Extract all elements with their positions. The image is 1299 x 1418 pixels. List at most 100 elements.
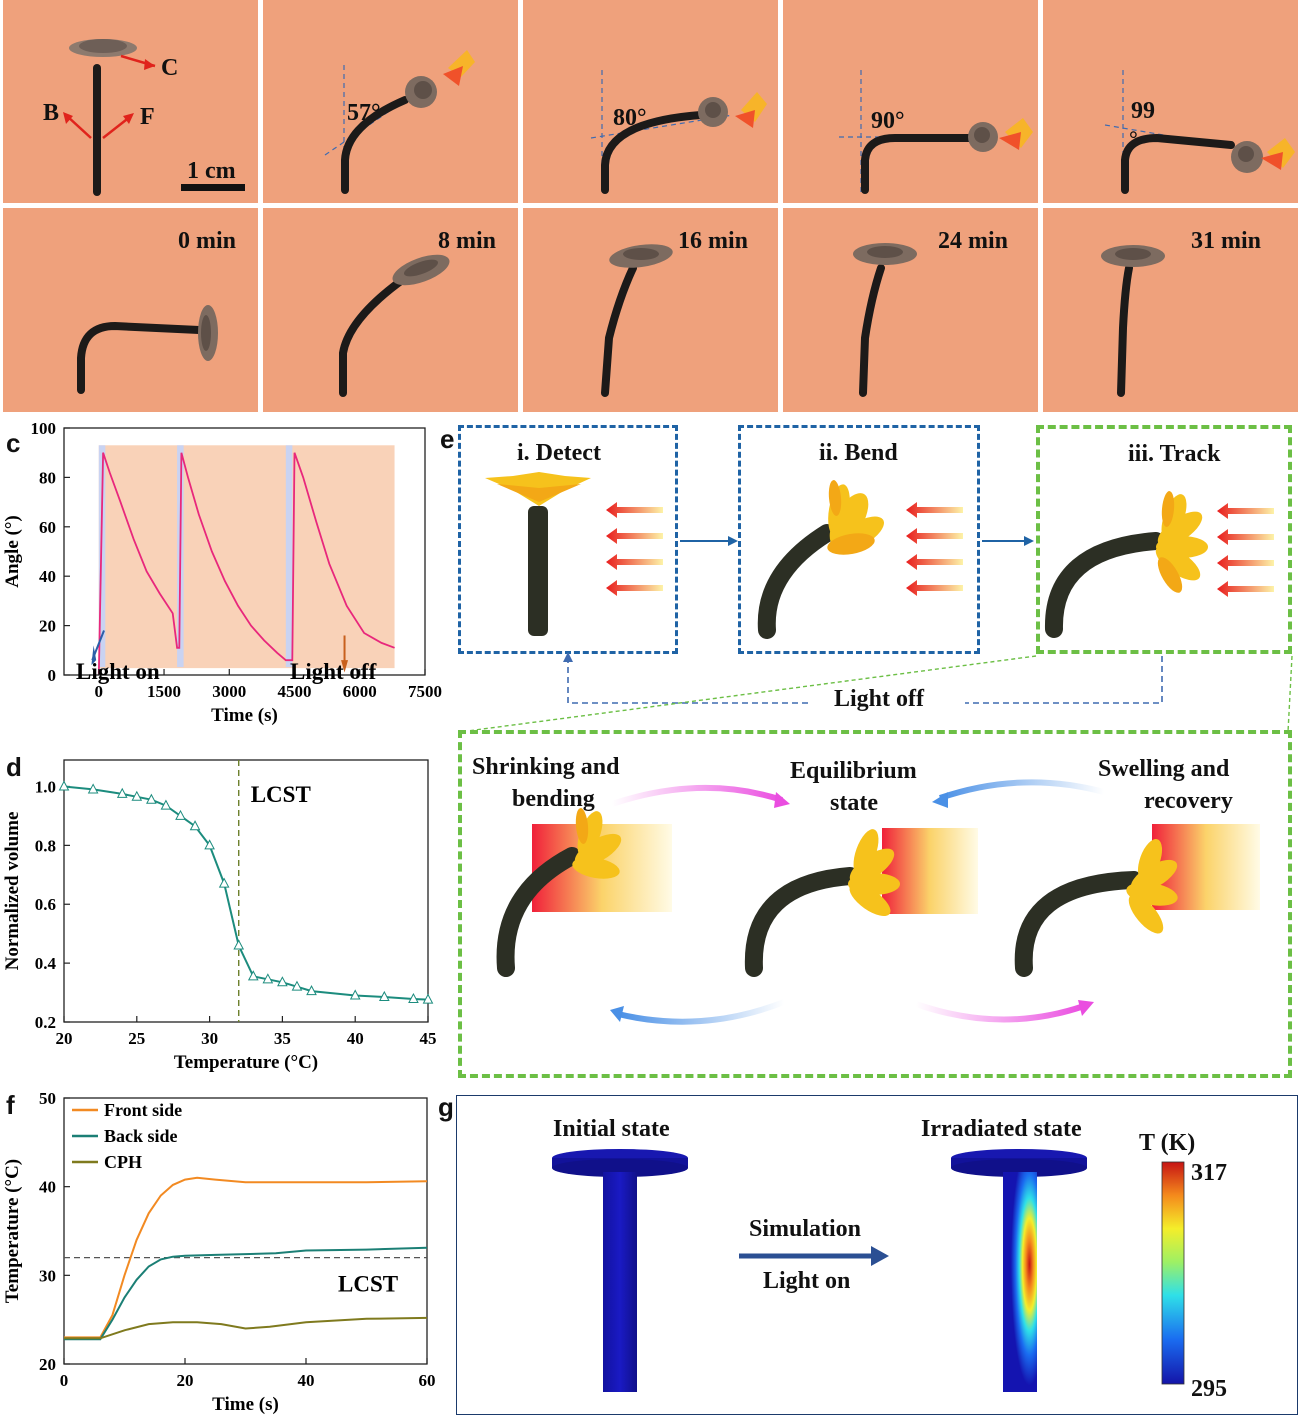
time-24: 24 min <box>938 228 1009 254</box>
stage-connectors <box>459 536 1293 733</box>
x-tick-label: 45 <box>420 1029 437 1048</box>
x-tick-label: 4500 <box>278 682 312 701</box>
light-on-label: Light on <box>76 659 160 684</box>
stage-detect-title: i. Detect <box>517 440 601 466</box>
cycle-equil-line1: Equilibrium <box>790 758 917 784</box>
y-tick-label: 40 <box>39 567 56 586</box>
angle-series-line <box>97 452 395 676</box>
photo-b3-drawing <box>601 244 673 397</box>
y-tick-label: 1.0 <box>35 777 56 796</box>
photo-a3-drawing <box>590 70 767 194</box>
legend-label: Back side <box>104 1126 178 1146</box>
photo-a5: 99 ° <box>1043 0 1298 203</box>
y-tick-label: 0 <box>48 666 57 685</box>
panel-label-f: f <box>6 1090 15 1120</box>
photo-b1-drawing <box>77 305 218 394</box>
x-tick-label: 35 <box>274 1029 291 1048</box>
photo-b2: 8 min <box>263 208 518 412</box>
x-tick-label: 3000 <box>212 682 246 701</box>
x-axis-label: Temperature (°C) <box>174 1052 318 1073</box>
x-tick-label: 7500 <box>408 682 442 701</box>
time-31: 31 min <box>1191 228 1262 254</box>
y-tick-label: 50 <box>39 1089 56 1108</box>
arrow-label-simulation: Simulation <box>749 1216 862 1242</box>
x-tick-label: 6000 <box>343 682 377 701</box>
lcst-label: LCST <box>338 1272 398 1297</box>
photo-b3: 16 min <box>523 208 778 412</box>
volume-data-point <box>247 970 259 981</box>
y-tick-label: 30 <box>39 1266 56 1285</box>
colorbar-unit: T (K) <box>1139 1130 1196 1156</box>
stage-bend-box: ii. Bend <box>738 425 980 654</box>
photo-a4: 90° <box>783 0 1038 203</box>
light-off-arrowhead <box>341 660 349 673</box>
photo-b4-drawing <box>853 243 917 397</box>
cycle-shrink-line1: Shrinking and <box>472 754 620 780</box>
photo-a5-drawing <box>1104 70 1295 194</box>
volume-data-point <box>58 780 70 791</box>
panel-label-g: g <box>438 1092 454 1122</box>
stage-detect-drawing <box>485 472 591 636</box>
stage-bend-drawing <box>757 480 884 639</box>
light-pulse-band <box>98 445 106 668</box>
x-tick-label: 30 <box>201 1029 218 1048</box>
x-tick-label: 0 <box>60 1371 69 1390</box>
colorbar-max: 317 <box>1191 1160 1227 1186</box>
chart-volume-vs-temperature: 20 25 30 35 40 45 0.2 0.4 0.6 0.8 1.0 Temperature (… <box>2 759 437 1073</box>
panel-label-d: d <box>6 752 22 782</box>
panel-label-e: e <box>440 424 455 454</box>
y-tick-label: 40 <box>39 1178 56 1197</box>
volume-data-point <box>378 990 390 1001</box>
volume-data-point <box>277 976 288 987</box>
cycle-drawing <box>496 779 1260 1025</box>
cycle-equil-line2: state <box>830 790 878 816</box>
panel-label-c: c <box>6 428 21 458</box>
stage-bend-title: ii. Bend <box>819 440 898 466</box>
light-off-label: Light off <box>290 659 377 684</box>
photo-a1: C B F 1 cm <box>3 0 258 203</box>
y-tick-label: 0.2 <box>35 1013 56 1032</box>
volume-data-point <box>306 985 317 996</box>
x-tick-label: 1500 <box>147 682 181 701</box>
cph-line <box>64 1316 428 1340</box>
cycle-box: Shrinking and bending Equilibrium state … <box>458 730 1292 1078</box>
volume-data-point <box>131 790 143 801</box>
light-arrows-3 <box>1217 503 1274 597</box>
legend-label: Front side <box>104 1100 182 1120</box>
plot-frame <box>63 759 429 1023</box>
label-f: F <box>140 104 155 130</box>
volume-data-point <box>233 939 245 950</box>
volume-data-point <box>116 787 128 798</box>
colorbar-min: 295 <box>1191 1376 1227 1402</box>
stage-track-title: iii. Track <box>1128 441 1221 467</box>
angle-80: 80° <box>613 105 647 131</box>
photo-a1-drawing <box>63 39 245 196</box>
y-tick-label: 100 <box>31 420 57 438</box>
volume-data-point <box>218 877 230 888</box>
photo-b2-drawing <box>339 254 450 397</box>
legend-label: CPH <box>104 1152 142 1172</box>
y-axis-label: Temperature (°C) <box>2 1159 23 1303</box>
y-tick-label: 80 <box>39 468 56 487</box>
volume-data-point <box>291 980 303 991</box>
simulation-box: Initial state Irradiated state T (K) Sim… <box>456 1095 1298 1415</box>
angle-99-degree: ° <box>1129 126 1138 151</box>
photo-b5: 31 min <box>1043 208 1298 412</box>
volume-data-point <box>87 783 99 794</box>
time-16: 16 min <box>678 228 749 254</box>
photo-a3: 80° <box>523 0 778 203</box>
volume-data-point <box>189 820 201 831</box>
photo-a4-drawing <box>839 70 1033 194</box>
light-pulse-band <box>285 445 293 668</box>
y-tick-label: 20 <box>39 617 56 636</box>
cycle-swell-line2: recovery <box>1144 788 1233 814</box>
plot-frame <box>63 427 426 676</box>
photo-a2: 57° <box>263 0 518 203</box>
irradiated-state-title: Irradiated state <box>921 1116 1082 1142</box>
volume-data-point <box>408 992 419 1004</box>
lcst-label: LCST <box>251 782 311 807</box>
angle-90: 90° <box>871 108 905 134</box>
y-tick-label: 0.6 <box>35 895 56 914</box>
y-tick-label: 0.4 <box>35 954 57 973</box>
scale-bar-label: 1 cm <box>187 158 236 184</box>
